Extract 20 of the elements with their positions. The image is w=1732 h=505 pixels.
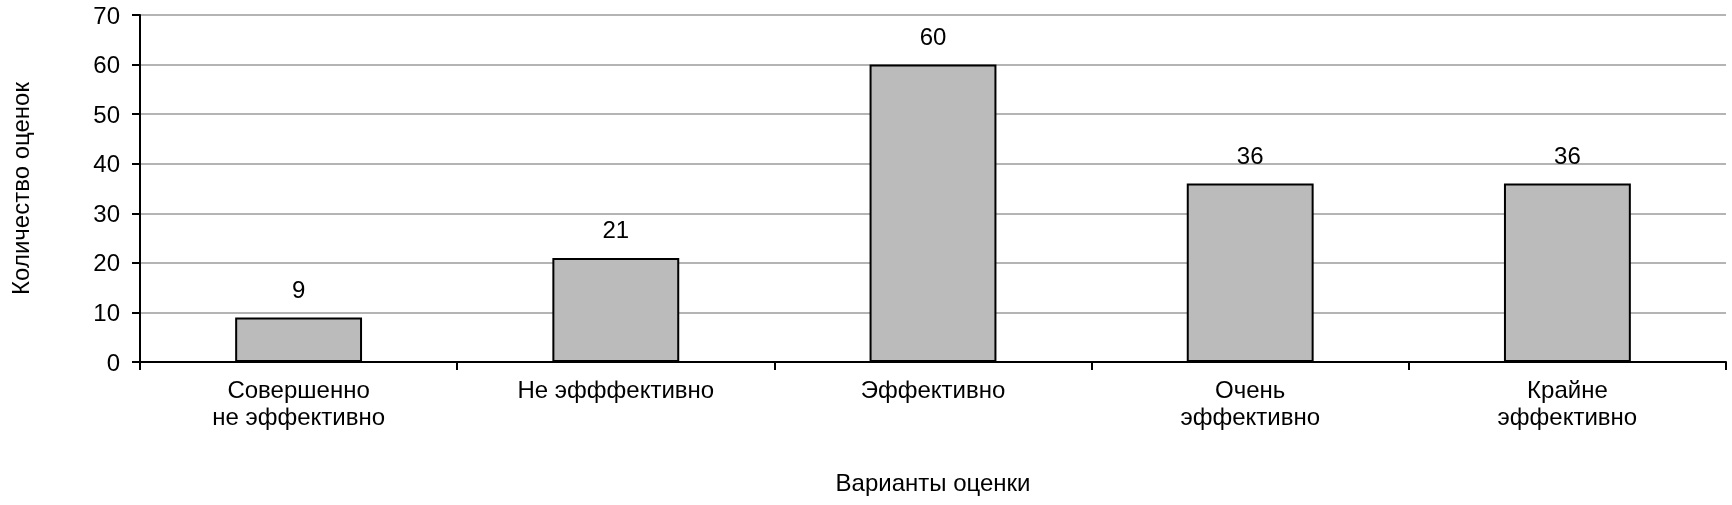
data-label: 9 — [291, 275, 306, 303]
y-axis-title: Количество оценок — [6, 81, 34, 295]
y-tick-label: 10 — [93, 298, 120, 326]
x-axis-title: Варианты оценки — [835, 468, 1031, 496]
data-label: 36 — [1236, 142, 1264, 170]
x-tick-label: Не эфффективно — [517, 376, 715, 403]
y-tick-label: 20 — [93, 249, 120, 277]
y-tick-label: 30 — [93, 199, 120, 227]
data-label: 21 — [602, 216, 630, 244]
data-label: 60 — [919, 23, 947, 51]
y-tick-label: 50 — [93, 100, 120, 128]
y-tick-label: 60 — [93, 51, 120, 79]
x-tick-label: Крайне эффективно — [1497, 376, 1638, 430]
y-tick-label: 70 — [93, 1, 120, 29]
x-tick-label: Очень эффективно — [1180, 376, 1320, 430]
y-tick-label: 40 — [93, 150, 120, 178]
x-tick-label: Эффективно — [860, 376, 1006, 403]
x-tick-label: Совершенно не эффективно — [212, 376, 386, 430]
data-label: 36 — [1554, 142, 1581, 170]
y-tick-label: 0 — [106, 348, 120, 376]
